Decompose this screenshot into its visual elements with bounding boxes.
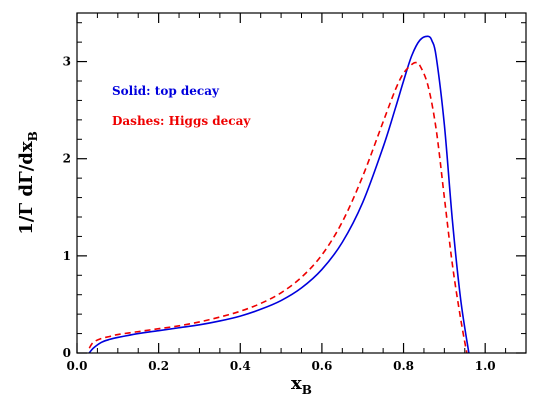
legend-entry-higgs-decay: Dashes: Higgs decay [112,114,251,128]
y-tick-label: 2 [63,152,71,166]
y-axis-title: 1/Γ dΓ/dxB [16,131,40,235]
series-line-higgs-decay [88,61,468,354]
x-tick-label: 0.6 [311,359,332,373]
x-axis-title-subscript: B [302,383,312,397]
series-layer [88,35,470,354]
x-tick-label: 1.0 [475,359,496,373]
x-tick-label: 0.2 [148,359,169,373]
x-axis-title-main: x [291,373,302,394]
ticks-layer: 0.0 0.2 0.4 0.6 0.8 1.0 0 1 2 3 [63,13,526,373]
x-tick-label: 0.4 [230,359,251,373]
y-tick-label: 0 [63,346,71,360]
x-tick-label: 0.8 [393,359,414,373]
y-tick-label: 1 [63,249,71,263]
series-line-top-decay [88,35,470,354]
y-axis-title-subscript: B [26,131,40,141]
x-tick-label: 0.0 [67,359,88,373]
x-axis-title: xB [291,373,312,397]
y-axis-title-main: 1/Γ dΓ/dx [16,141,37,235]
legend-entry-top-decay: Solid: top decay [112,84,220,98]
y-tick-label: 3 [63,55,71,69]
